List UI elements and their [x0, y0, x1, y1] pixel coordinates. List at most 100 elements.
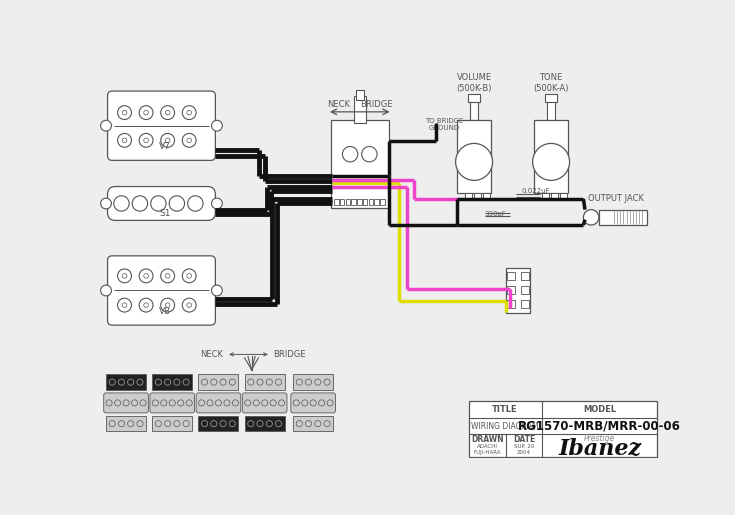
- Circle shape: [165, 138, 170, 143]
- Circle shape: [173, 379, 180, 385]
- Circle shape: [118, 298, 132, 312]
- Circle shape: [122, 273, 127, 278]
- Circle shape: [173, 421, 180, 427]
- Bar: [560, 193, 567, 198]
- Circle shape: [169, 196, 184, 211]
- Circle shape: [224, 400, 230, 406]
- Bar: [374, 199, 379, 205]
- Circle shape: [229, 379, 235, 385]
- Bar: [506, 268, 530, 313]
- Circle shape: [182, 106, 196, 119]
- Text: BRIDGE: BRIDGE: [273, 350, 306, 359]
- Text: TONE
(500K-A): TONE (500K-A): [534, 73, 569, 93]
- Text: MODEL: MODEL: [583, 405, 616, 414]
- Bar: [331, 119, 389, 208]
- Bar: [542, 193, 549, 198]
- Text: 330pF: 330pF: [484, 211, 506, 217]
- Circle shape: [144, 303, 148, 307]
- Circle shape: [161, 400, 167, 406]
- Circle shape: [293, 400, 299, 406]
- Circle shape: [324, 379, 330, 385]
- Circle shape: [122, 110, 127, 115]
- Bar: [545, 94, 557, 102]
- Bar: [106, 374, 146, 390]
- FancyBboxPatch shape: [107, 256, 215, 325]
- Circle shape: [279, 400, 284, 406]
- Circle shape: [140, 400, 146, 406]
- Circle shape: [182, 133, 196, 147]
- FancyBboxPatch shape: [243, 393, 287, 413]
- Text: OUTPUT JACK: OUTPUT JACK: [588, 195, 644, 203]
- Circle shape: [296, 421, 302, 427]
- Circle shape: [151, 196, 166, 211]
- FancyBboxPatch shape: [196, 393, 241, 413]
- Circle shape: [187, 110, 192, 115]
- Circle shape: [220, 379, 226, 385]
- Circle shape: [198, 400, 204, 406]
- Circle shape: [248, 421, 254, 427]
- Circle shape: [262, 400, 268, 406]
- Circle shape: [257, 421, 263, 427]
- Circle shape: [165, 273, 170, 278]
- Circle shape: [306, 379, 312, 385]
- Circle shape: [109, 421, 115, 427]
- Bar: [340, 199, 344, 205]
- Circle shape: [201, 379, 208, 385]
- Text: BRIDGE: BRIDGE: [360, 100, 392, 109]
- Circle shape: [161, 269, 175, 283]
- Bar: [380, 199, 385, 205]
- Text: 0.022uF: 0.022uF: [521, 188, 550, 194]
- Circle shape: [248, 379, 254, 385]
- Circle shape: [144, 138, 148, 143]
- Circle shape: [152, 400, 159, 406]
- Circle shape: [211, 421, 217, 427]
- Circle shape: [101, 285, 112, 296]
- Circle shape: [187, 196, 203, 211]
- Bar: [356, 90, 364, 99]
- Circle shape: [118, 269, 132, 283]
- FancyBboxPatch shape: [107, 91, 215, 160]
- Circle shape: [139, 106, 153, 119]
- Circle shape: [245, 400, 251, 406]
- Bar: [351, 199, 356, 205]
- Bar: [468, 94, 480, 102]
- Circle shape: [201, 421, 208, 427]
- Circle shape: [296, 379, 302, 385]
- Circle shape: [137, 379, 143, 385]
- Circle shape: [122, 303, 127, 307]
- Circle shape: [128, 421, 134, 427]
- Text: DRAWN: DRAWN: [471, 435, 503, 444]
- Text: NECK: NECK: [200, 350, 223, 359]
- Bar: [534, 121, 568, 194]
- Circle shape: [118, 106, 132, 119]
- Circle shape: [212, 121, 222, 131]
- Circle shape: [161, 133, 175, 147]
- Circle shape: [128, 379, 134, 385]
- Bar: [363, 199, 368, 205]
- Bar: [198, 416, 238, 432]
- Bar: [551, 193, 558, 198]
- Circle shape: [155, 421, 162, 427]
- Circle shape: [165, 421, 171, 427]
- Circle shape: [327, 400, 333, 406]
- Circle shape: [456, 143, 492, 180]
- Circle shape: [315, 379, 321, 385]
- Circle shape: [109, 379, 115, 385]
- Circle shape: [310, 400, 316, 406]
- Bar: [357, 199, 362, 205]
- Circle shape: [362, 146, 377, 162]
- Circle shape: [187, 138, 192, 143]
- Bar: [507, 272, 515, 281]
- Circle shape: [106, 400, 112, 406]
- Circle shape: [101, 198, 112, 209]
- Circle shape: [229, 421, 235, 427]
- Circle shape: [122, 138, 127, 143]
- Bar: [245, 416, 284, 432]
- Circle shape: [144, 273, 148, 278]
- Circle shape: [155, 379, 162, 385]
- Circle shape: [161, 106, 175, 119]
- Circle shape: [187, 303, 192, 307]
- Circle shape: [132, 400, 137, 406]
- Circle shape: [318, 400, 325, 406]
- Bar: [507, 300, 515, 308]
